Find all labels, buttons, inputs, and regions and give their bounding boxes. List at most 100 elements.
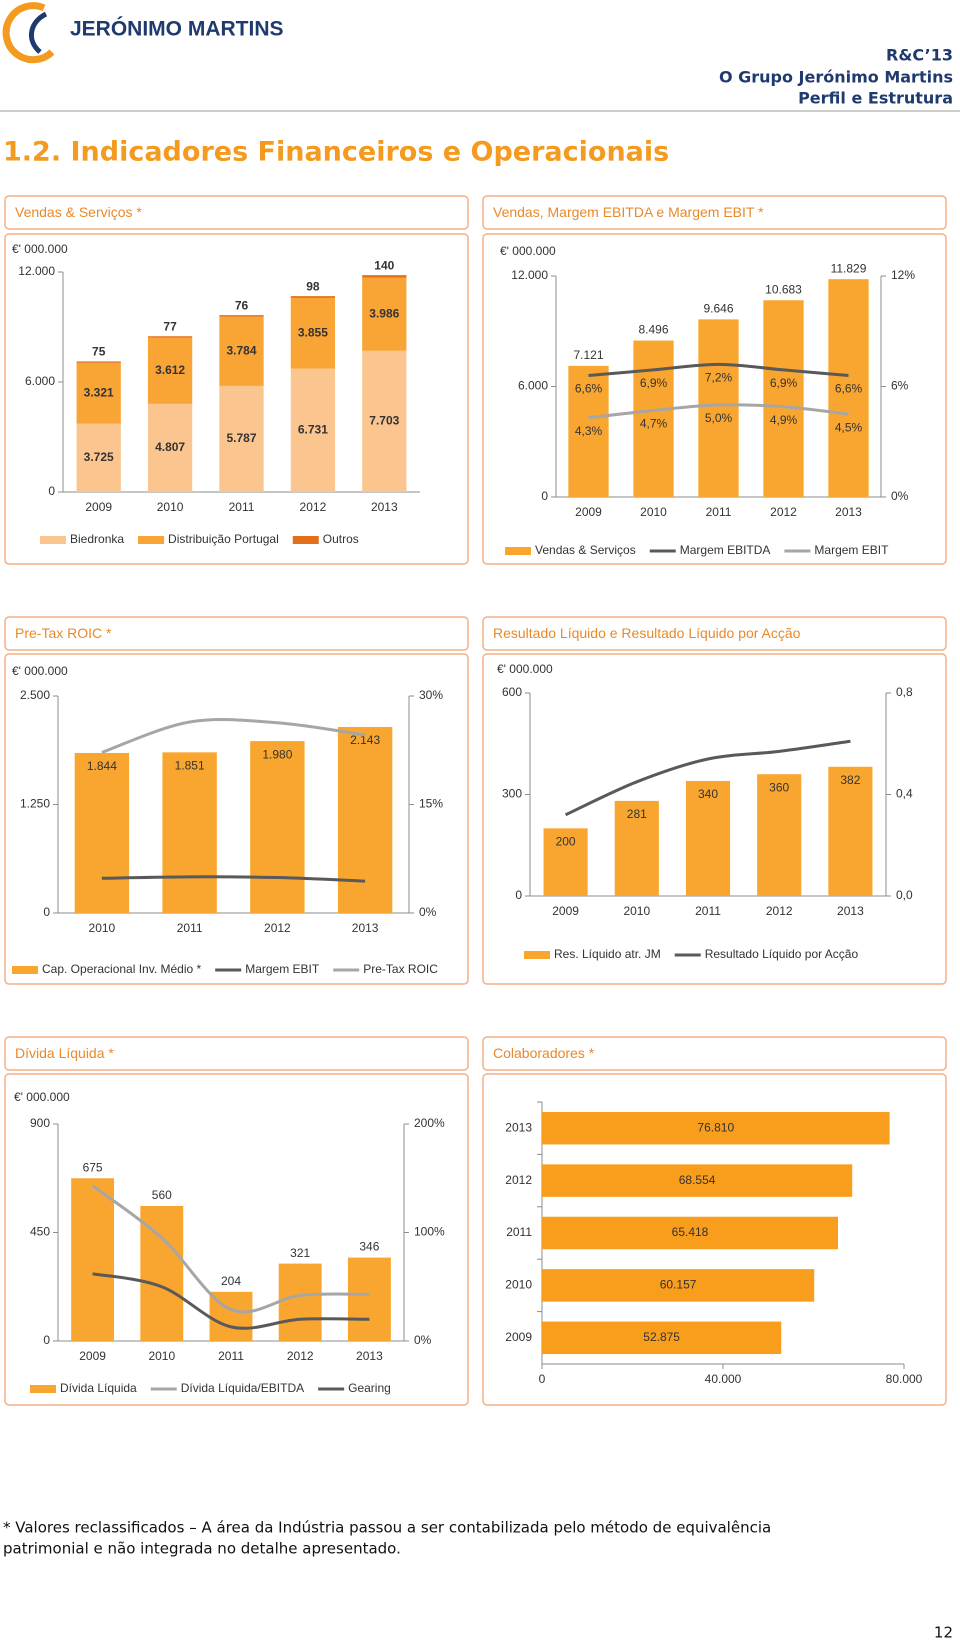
y2-tick-label: 200% <box>414 1116 445 1130</box>
y-tick-label: 300 <box>502 787 522 801</box>
bar-segment <box>76 423 121 492</box>
y-tick-label: 0 <box>43 1333 50 1347</box>
legend-label: Cap. Operacional Inv. Médio * <box>42 962 202 976</box>
y2-tick-label: 12% <box>891 268 915 282</box>
value-label: 3.855 <box>298 325 328 339</box>
bar <box>542 1269 815 1302</box>
legend-swatch <box>12 966 38 974</box>
bar <box>347 1257 391 1341</box>
bar <box>543 828 588 896</box>
chart-title: Colaboradores * <box>493 1045 595 1061</box>
legend-swatch <box>524 951 550 959</box>
value-label: 3.725 <box>84 450 114 464</box>
x-tick-label: 2009 <box>552 904 579 918</box>
legend-label: Dívida Líquida <box>60 1381 137 1395</box>
chart-title-box <box>4 616 469 651</box>
bar <box>828 279 869 497</box>
y-tick-label: 0 <box>515 888 522 902</box>
bar-segment <box>290 296 336 298</box>
value-label: 98 <box>306 279 320 293</box>
value-label: 346 <box>359 1240 379 1254</box>
x-tick-label: 2013 <box>356 1349 383 1363</box>
value-label: 60.157 <box>660 1278 697 1292</box>
y-tick-label: 12.000 <box>511 268 548 282</box>
y-tick-label: 0 <box>48 484 55 498</box>
x-tick-label: 2012 <box>300 500 327 514</box>
y-tick-label: 900 <box>30 1116 50 1130</box>
value-label: 4,3% <box>575 424 603 438</box>
x-tick-label: 2012 <box>287 1349 314 1363</box>
footnote: * Valores reclassificados – A área da In… <box>3 1519 771 1537</box>
value-label: 76 <box>235 298 249 312</box>
chart-box <box>4 653 469 985</box>
value-label: 382 <box>840 773 860 787</box>
x-tick-label: 2011 <box>218 1349 244 1363</box>
y2-tick-label: 6% <box>891 379 909 393</box>
bar <box>542 1216 839 1250</box>
x-tick-label: 2010 <box>89 921 116 935</box>
legend-label: Gearing <box>348 1381 391 1395</box>
section-label: O Grupo Jerónimo Martins <box>719 68 953 87</box>
value-label: 6,9% <box>640 376 668 390</box>
y-tick-label: 0 <box>541 489 548 503</box>
legend-swatch <box>505 547 531 555</box>
legend-swatch <box>40 536 66 544</box>
chart-title: Vendas, Margem EBITDA e Margem EBIT * <box>493 204 764 220</box>
bar <box>250 741 305 913</box>
value-label: 3.321 <box>84 385 114 399</box>
bar <box>828 766 873 896</box>
value-label: 52.875 <box>643 1330 680 1344</box>
y2-tick-label: 15% <box>419 797 443 811</box>
bar-segment <box>362 275 407 278</box>
value-label: 8.496 <box>638 323 668 337</box>
line-series <box>101 718 366 754</box>
line-series <box>588 362 849 377</box>
legend-label: Margem EBIT <box>814 543 889 557</box>
chart-title: Resultado Líquido e Resultado Líquido po… <box>493 625 801 641</box>
unit-label: €' 000.000 <box>12 664 68 678</box>
x-tick-label: 2012 <box>766 904 793 918</box>
bar <box>140 1205 184 1341</box>
y-tick-label: 0 <box>43 905 50 919</box>
legend-label: Dívida Líquida/EBITDA <box>181 1381 304 1395</box>
value-label: 560 <box>152 1188 172 1202</box>
y-tick-label: 2013 <box>505 1120 532 1134</box>
logo-swirl <box>2 2 55 64</box>
x-tick-label: 2011 <box>706 505 732 519</box>
legend-label: Margem EBITDA <box>680 543 771 557</box>
legend-label: Outros <box>323 532 359 546</box>
x-tick-label: 2011 <box>695 904 721 918</box>
value-label: 6,6% <box>575 382 603 396</box>
bar-segment <box>147 403 193 492</box>
value-label: 3.612 <box>155 363 185 377</box>
legend-label: Distribuição Portugal <box>168 532 279 546</box>
value-label: 1.851 <box>175 759 205 773</box>
y2-tick-label: 0,4 <box>896 787 913 801</box>
x-tick-label: 2010 <box>623 904 650 918</box>
value-label: 281 <box>627 807 647 821</box>
x-tick-label: 2013 <box>835 505 862 519</box>
value-label: 4,9% <box>770 413 798 427</box>
y-tick-label: 12.000 <box>18 264 55 278</box>
page-number: 12 <box>934 1624 953 1642</box>
footnote: patrimonial e não integrada no detalhe a… <box>3 1540 401 1558</box>
value-label: 6.731 <box>298 422 328 436</box>
logo <box>2 2 55 64</box>
y-tick-label: 2.500 <box>20 688 50 702</box>
bar-segment <box>362 277 407 351</box>
legend-swatch <box>138 536 165 544</box>
value-label: 5,0% <box>705 411 733 425</box>
y2-tick-label: 0,8 <box>896 685 913 699</box>
value-label: 360 <box>769 780 789 794</box>
bar-segment <box>76 361 121 363</box>
y2-tick-label: 0% <box>891 489 909 503</box>
chart-title: Dívida Líquida * <box>15 1045 114 1061</box>
chart-title: Pre-Tax ROIC * <box>15 625 112 641</box>
bar-segment <box>290 297 336 369</box>
value-label: 75 <box>92 345 106 359</box>
y-tick-label: 450 <box>30 1225 50 1239</box>
bar <box>162 752 217 913</box>
value-label: 6,9% <box>770 376 798 390</box>
chart-title-box <box>4 1036 469 1071</box>
value-label: 10.683 <box>765 282 802 296</box>
